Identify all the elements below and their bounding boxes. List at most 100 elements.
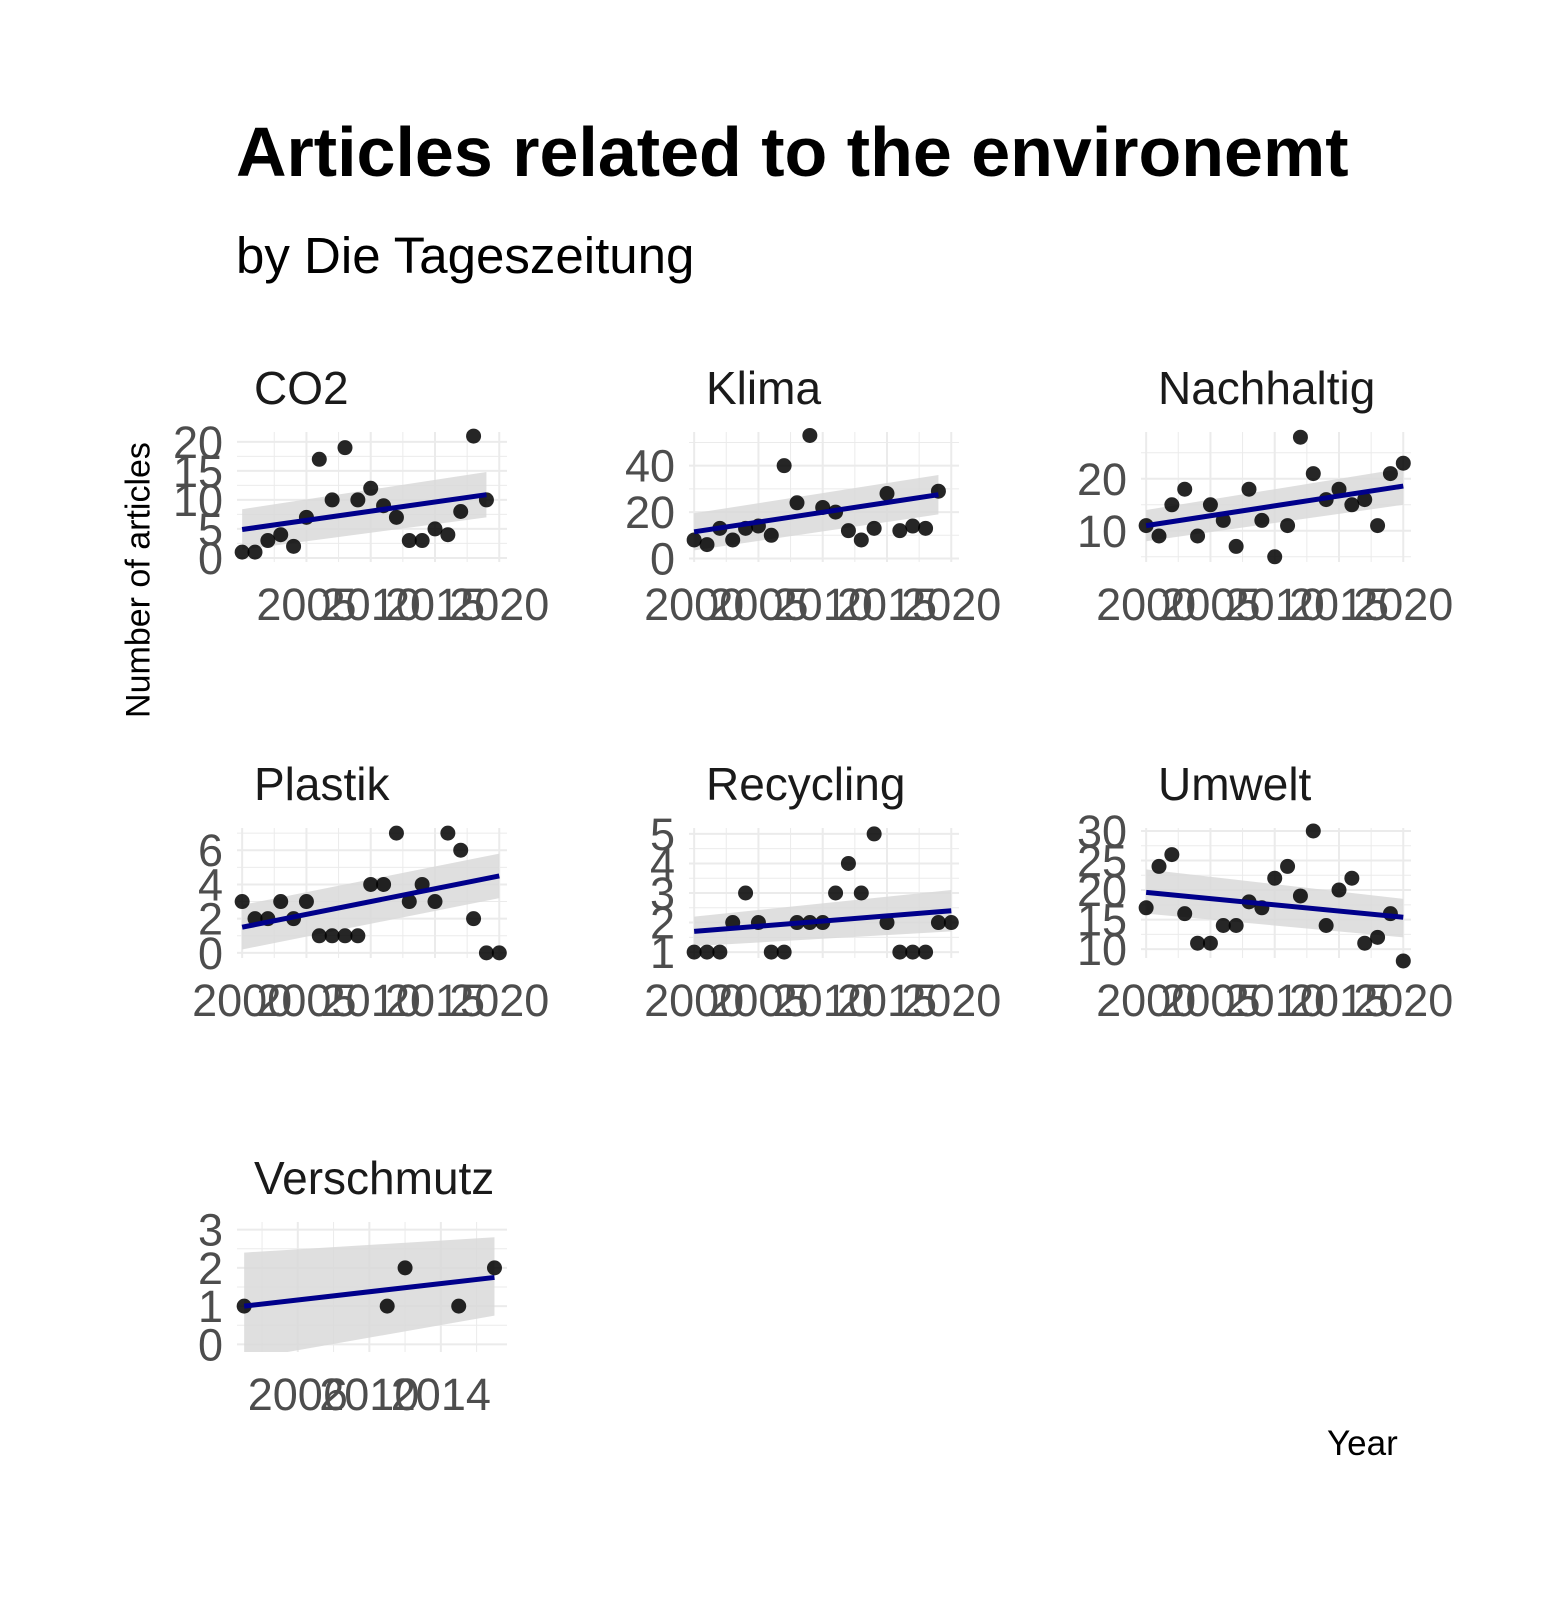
x-tick-label: 2005	[256, 975, 356, 1026]
x-tick-label: 2010	[1225, 975, 1325, 1026]
data-point	[491, 945, 507, 961]
x-tick-label: 2006	[248, 1369, 348, 1420]
chart-title: Articles related to the environemt	[236, 113, 1349, 191]
data-point	[1241, 481, 1257, 497]
facet-strip-title: Nachhaltig	[1158, 362, 1375, 414]
data-point	[840, 523, 856, 539]
x-tick-label: 2005	[1160, 975, 1260, 1026]
data-point	[1267, 870, 1283, 886]
data-point	[853, 885, 869, 901]
y-tick-label: 2	[198, 894, 223, 945]
data-point	[776, 944, 792, 960]
data-point	[1382, 466, 1398, 482]
trend-line	[693, 492, 939, 535]
facet-strip-title: Verschmutz	[254, 1152, 494, 1204]
data-point	[234, 544, 250, 560]
data-point	[879, 915, 895, 931]
facet-strip-title: Klima	[706, 362, 821, 414]
x-tick-label: 2010	[773, 975, 873, 1026]
y-tick-label: 5	[650, 809, 675, 860]
trend-line	[241, 873, 500, 930]
data-point	[363, 876, 379, 892]
data-point	[905, 518, 921, 534]
data-point	[440, 825, 456, 841]
x-tick-label: 2015	[837, 975, 937, 1026]
y-tick-label: 4	[650, 838, 675, 889]
data-point	[1202, 935, 1218, 951]
trend-line	[693, 908, 952, 934]
x-tick-label: 2020	[901, 579, 1001, 630]
y-tick-label: 10	[1077, 506, 1127, 557]
y-tick-label: 20	[625, 487, 675, 538]
y-tick-label: 10	[1077, 924, 1127, 975]
data-point	[337, 440, 353, 456]
data-point	[414, 533, 430, 549]
x-tick-label: 2005	[708, 579, 808, 630]
y-tick-label: 40	[625, 441, 675, 492]
data-point	[1215, 918, 1231, 933]
data-point	[1370, 929, 1386, 945]
data-point	[337, 928, 353, 944]
confidence-band	[244, 1237, 495, 1352]
data-point	[466, 911, 482, 927]
data-point	[453, 842, 469, 858]
data-point	[840, 855, 856, 871]
x-tick-label: 2020	[449, 579, 549, 630]
data-point	[738, 885, 754, 901]
x-tick-label: 2000	[1096, 579, 1196, 630]
y-tick-label: 10	[173, 475, 223, 526]
x-tick-label: 2015	[1289, 579, 1389, 630]
x-tick-label: 2020	[901, 975, 1001, 1026]
data-point	[466, 428, 482, 444]
y-tick-label: 20	[1077, 865, 1127, 916]
data-point	[486, 1260, 502, 1276]
data-point	[324, 928, 340, 944]
data-point	[247, 544, 263, 560]
data-point	[879, 486, 895, 502]
data-point	[324, 492, 340, 508]
data-point	[273, 894, 289, 910]
data-point	[943, 915, 959, 931]
facet-strip-title: Umwelt	[1158, 758, 1312, 810]
data-point	[1190, 528, 1206, 544]
data-point	[311, 928, 327, 944]
data-point	[1344, 870, 1360, 886]
data-point	[311, 451, 327, 467]
x-tick-label: 2010	[1225, 579, 1325, 630]
y-tick-label: 15	[1077, 895, 1127, 946]
facet-strip-title: CO2	[254, 362, 349, 414]
y-tick-label: 0	[198, 533, 223, 584]
data-point	[918, 944, 934, 960]
data-point	[725, 532, 741, 548]
y-tick-label: 20	[173, 417, 223, 468]
trend-line	[1145, 889, 1404, 920]
data-point	[1344, 497, 1360, 513]
data-point	[397, 1260, 413, 1276]
y-tick-label: 0	[650, 534, 675, 585]
data-point	[802, 427, 818, 443]
x-tick-label: 2000	[644, 579, 744, 630]
x-tick-label: 2010	[321, 975, 421, 1026]
data-point	[686, 532, 702, 548]
data-point	[776, 458, 792, 474]
data-point	[918, 520, 934, 536]
data-point	[388, 509, 404, 525]
data-point	[1331, 882, 1347, 898]
data-point	[1267, 549, 1283, 565]
data-point	[1164, 847, 1180, 863]
data-point	[401, 894, 417, 910]
data-point	[234, 894, 250, 910]
y-tick-label: 0	[198, 1319, 223, 1370]
data-point	[892, 944, 908, 960]
data-point	[712, 944, 728, 960]
x-tick-label: 2015	[1289, 975, 1389, 1026]
data-point	[401, 533, 417, 549]
data-point	[376, 876, 392, 892]
y-tick-label: 1	[650, 927, 675, 978]
data-point	[478, 945, 494, 961]
data-point	[686, 944, 702, 960]
